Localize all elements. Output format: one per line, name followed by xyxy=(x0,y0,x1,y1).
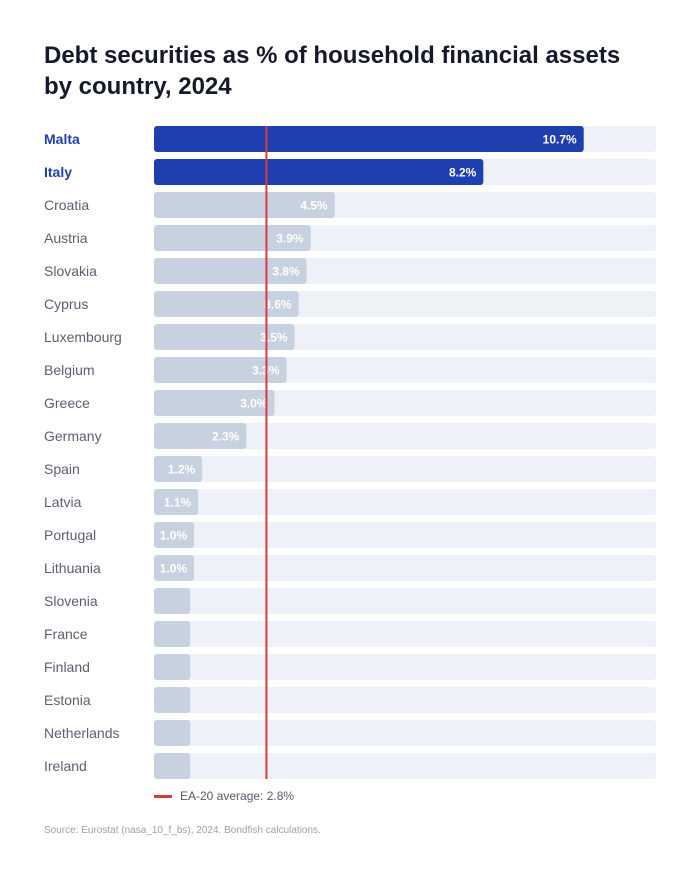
category-label-germany: Germany xyxy=(44,428,102,444)
bar-luxembourg xyxy=(154,324,295,350)
category-label-lithuania: Lithuania xyxy=(44,560,101,576)
bar-malta xyxy=(154,126,584,152)
bar-track-france xyxy=(154,621,656,647)
category-label-ireland: Ireland xyxy=(44,758,87,774)
bar-portugal xyxy=(154,522,195,548)
category-label-france: France xyxy=(44,626,88,642)
data-label-portugal: 1.0% xyxy=(160,529,188,543)
bar-croatia xyxy=(154,192,335,218)
category-label-finland: Finland xyxy=(44,659,90,675)
data-label-latvia: 1.1% xyxy=(164,496,192,510)
data-label-luxembourg: 3.5% xyxy=(260,331,288,345)
bar-spain xyxy=(154,456,203,482)
category-label-slovenia: Slovenia xyxy=(44,593,98,609)
data-label-croatia: 4.5% xyxy=(300,199,328,213)
category-label-austria: Austria xyxy=(44,230,88,246)
category-label-malta: Malta xyxy=(44,131,80,147)
bar-cyprus xyxy=(154,291,299,317)
bar-germany xyxy=(154,423,247,449)
bar-track-greece xyxy=(154,390,656,416)
bar-greece xyxy=(154,390,275,416)
bar-track-estonia xyxy=(154,687,656,713)
bar-ireland xyxy=(154,753,191,779)
bar-track-portugal xyxy=(154,522,656,548)
data-label-austria: 3.9% xyxy=(276,232,304,246)
category-label-italy: Italy xyxy=(44,164,72,180)
data-label-cyprus: 3.6% xyxy=(264,298,292,312)
category-label-croatia: Croatia xyxy=(44,197,89,213)
bar-estonia xyxy=(154,687,191,713)
bar-belgium xyxy=(154,357,287,383)
category-label-slovakia: Slovakia xyxy=(44,263,97,279)
source-note: Source: Eurostat (nasa_10_f_bs), 2024. B… xyxy=(44,825,321,836)
category-label-greece: Greece xyxy=(44,395,90,411)
bar-lithuania xyxy=(154,555,195,581)
category-label-cyprus: Cyprus xyxy=(44,296,88,312)
data-label-lithuania: 1.0% xyxy=(160,562,188,576)
category-label-spain: Spain xyxy=(44,461,80,477)
chart-title: Debt securities as % of household financ… xyxy=(44,42,621,100)
legend: EA-20 average: 2.8% xyxy=(154,788,294,804)
category-label-luxembourg: Luxembourg xyxy=(44,329,122,345)
bar-slovakia xyxy=(154,258,307,284)
legend-average-swatch xyxy=(154,794,172,798)
legend-average-label: EA-20 average: 2.8% xyxy=(180,789,295,803)
bar-italy xyxy=(154,159,484,185)
category-label-netherlands: Netherlands xyxy=(44,725,120,741)
data-label-greece: 3.0% xyxy=(240,397,268,411)
data-label-italy: 8.2% xyxy=(449,166,477,180)
bar-track-germany xyxy=(154,423,656,449)
category-label-portugal: Portugal xyxy=(44,527,96,543)
data-label-germany: 2.3% xyxy=(212,430,240,444)
bar-slovenia xyxy=(154,588,191,614)
bar-netherlands xyxy=(154,720,191,746)
data-label-malta: 10.7% xyxy=(543,133,577,147)
bar-track-netherlands xyxy=(154,720,656,746)
bar-track-lithuania xyxy=(154,555,656,581)
category-label-latvia: Latvia xyxy=(44,494,82,510)
data-label-spain: 1.2% xyxy=(168,463,196,477)
category-label-belgium: Belgium xyxy=(44,362,95,378)
bar-track-finland xyxy=(154,654,656,680)
bar-track-spain xyxy=(154,456,656,482)
data-label-slovakia: 3.8% xyxy=(272,265,300,279)
category-label-estonia: Estonia xyxy=(44,692,91,708)
bar-track-ireland xyxy=(154,753,656,779)
bar-finland xyxy=(154,654,191,680)
bar-track-slovenia xyxy=(154,588,656,614)
bar-latvia xyxy=(154,489,199,515)
bar-austria xyxy=(154,225,311,251)
bar-france xyxy=(154,621,191,647)
bar-track-latvia xyxy=(154,489,656,515)
